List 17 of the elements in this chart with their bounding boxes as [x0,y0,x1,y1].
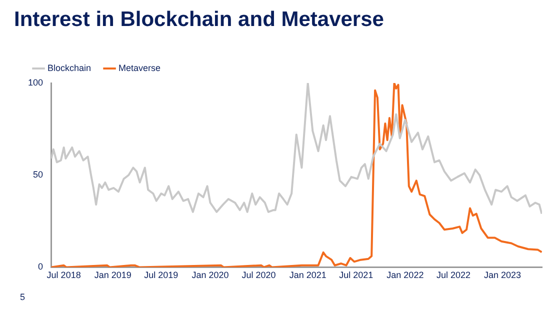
y-tick-label: 0 [38,262,44,272]
x-tick-label: Jan 2020 [192,270,229,280]
x-tick-label: Jan 2021 [289,270,326,280]
legend-label: Metaverse [118,62,161,73]
legend-label: Blockchain [48,62,92,73]
x-tick-label: Jul 2020 [242,270,276,280]
x-tick-label: Jul 2019 [144,270,178,280]
x-tick-label: Jan 2023 [484,270,522,280]
y-tick-label: 50 [33,170,44,180]
text: 5 [20,292,26,302]
x-tick-label: Jul 2022 [436,270,470,280]
x-tick-label: Jan 2022 [386,270,424,280]
x-tick-label: Jul 2018 [46,270,81,280]
chart-title: Interest in Blockchain and Metaverse [14,8,384,32]
x-tick-label: Jul 2021 [339,270,374,280]
y-tick-label: 100 [28,77,44,88]
x-tick-label: Jan 2019 [94,270,132,280]
